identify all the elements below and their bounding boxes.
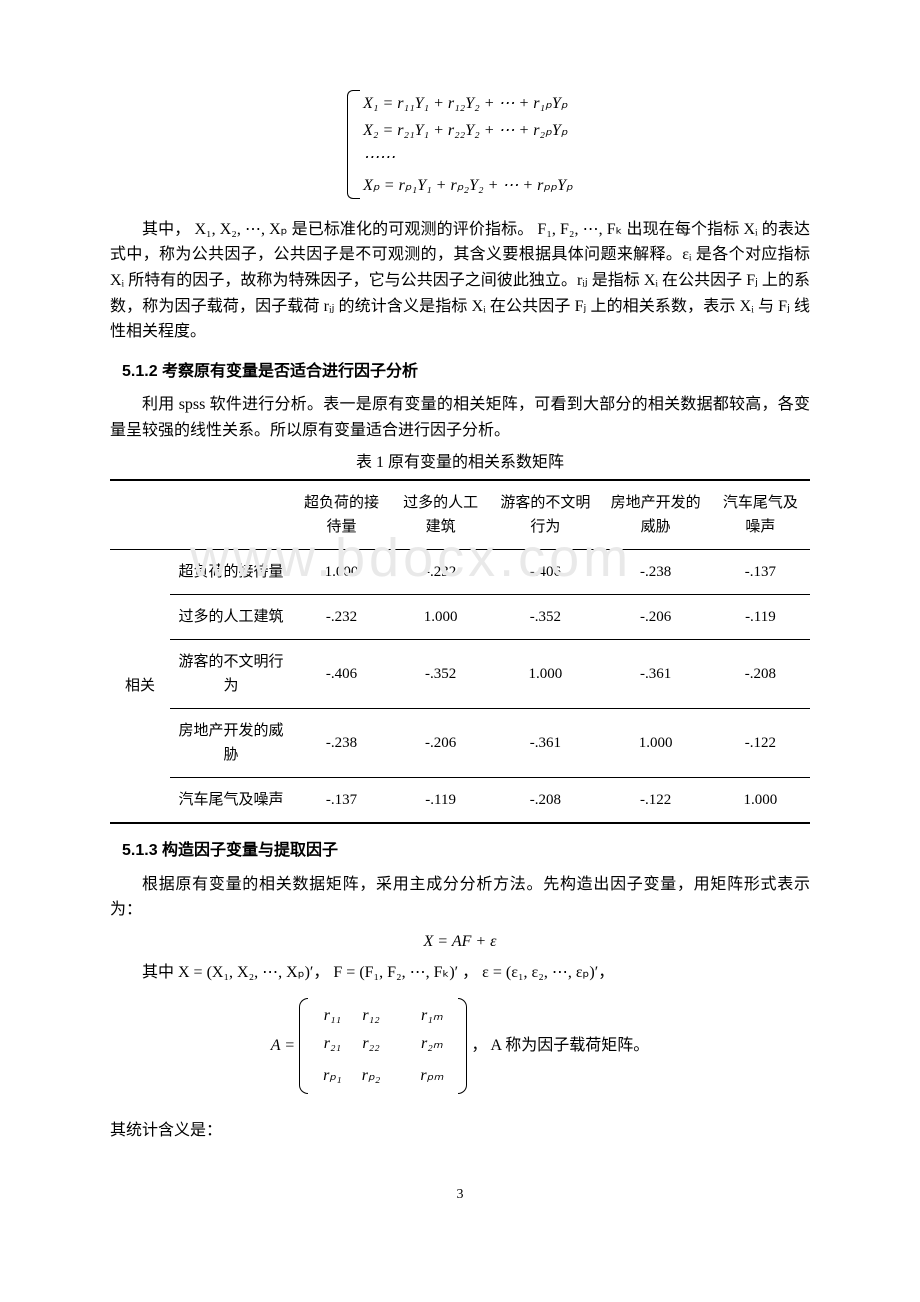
cell: -.119 [711,595,810,640]
th-blank-1 [110,480,170,550]
equation-system: X₁ = r₁₁Y₁ + r₁₂Y₂ + ⋯ + r₁ₚYₚ X₂ = r₂₁Y… [110,90,810,199]
cell: -.206 [391,709,490,778]
cell: 1.000 [490,640,600,709]
where-line: 其中 X = (X₁, X₂, ⋯, Xₚ)′， F = (F₁, F₂, ⋯,… [110,960,810,986]
table-container: www.bdocx.com 超负荷的接待量 过多的人工建筑 游客的不文明行为 房… [110,479,810,824]
section-heading-513: 5.1.3 构造因子变量与提取因子 [122,838,810,864]
th-col-5: 汽车尾气及噪声 [711,480,810,550]
m-cell: rₚ₂ [352,1062,391,1090]
table-row: 过多的人工建筑 -.232 1.000 -.352 -.206 -.119 [110,595,810,640]
matrix-A-label-left: A = [271,1037,295,1054]
cell: -.208 [490,778,600,824]
table-header-row: 超负荷的接待量 过多的人工建筑 游客的不文明行为 房地产开发的威胁 汽车尾气及噪… [110,480,810,550]
matrix-A-label-right: ， A 称为因子载荷矩阵。 [471,1037,649,1054]
m-cell: r₂₂ [352,1030,391,1058]
cell: -.122 [711,709,810,778]
m-cell: r₂₁ [313,1030,352,1058]
cell: -.119 [391,778,490,824]
section-heading-512: 5.1.2 考察原有变量是否适合进行因子分析 [122,359,810,385]
m-cell: r₁ₘ [410,1002,453,1030]
row-label-5: 汽车尾气及噪声 [170,778,292,824]
m-cell: rₚ₁ [313,1062,352,1090]
cell: 1.000 [601,709,711,778]
paragraph-1: 其中， X₁, X₂, ⋯, Xₚ 是已标准化的可观测的评价指标。 F₁, F₂… [110,217,810,345]
cell: 1.000 [391,595,490,640]
row-label-3: 游客的不文明行为 [170,640,292,709]
th-col-2: 过多的人工建筑 [391,480,490,550]
cell: -.232 [391,550,490,595]
cell: -.361 [601,640,711,709]
cell: 1.000 [292,550,391,595]
cell: -.232 [292,595,391,640]
brace-group: X₁ = r₁₁Y₁ + r₁₂Y₂ + ⋯ + r₁ₚYₚ X₂ = r₂₁Y… [347,90,573,199]
cell: -.406 [292,640,391,709]
eq-line-1: X₁ = r₁₁Y₁ + r₁₂Y₂ + ⋯ + r₁ₚYₚ [363,90,573,117]
eq-line-3: ⋯⋯ [363,144,573,171]
matrix-A: r₁₁ r₁₂ r₁ₘ r₂₁ r₂₂ r₂ₘ [299,998,467,1094]
m-cell: r₁₂ [352,1002,391,1030]
m-cell [390,1002,410,1030]
cell: -.406 [490,550,600,595]
m-cell: r₂ₘ [410,1030,453,1058]
eq-line-4: Xₚ = rₚ₁Y₁ + rₚ₂Y₂ + ⋯ + rₚₚYₚ [363,172,573,199]
cell: -.361 [490,709,600,778]
th-col-3: 游客的不文明行为 [490,480,600,550]
row-main-label: 相关 [110,550,170,824]
cell: -.238 [601,550,711,595]
row-label-1: 超负荷的接待量 [170,550,292,595]
matrix-equation: A = r₁₁ r₁₂ r₁ₘ r₂₁ r₂₂ r₂ₘ [110,998,810,1094]
table-caption: 表 1 原有变量的相关系数矩阵 [110,450,810,476]
th-blank-2 [170,480,292,550]
cell: -.352 [490,595,600,640]
correlation-table: 超负荷的接待量 过多的人工建筑 游客的不文明行为 房地产开发的威胁 汽车尾气及噪… [110,479,810,824]
equation-xaf: X = AF + ε [110,929,810,955]
paragraph-3: 根据原有变量的相关数据矩阵，采用主成分分析方法。先构造出因子变量，用矩阵形式表示… [110,872,810,923]
cell: -.137 [711,550,810,595]
cell: -.208 [711,640,810,709]
m-cell: rₚₘ [410,1062,453,1090]
page: X₁ = r₁₁Y₁ + r₁₂Y₂ + ⋯ + r₁ₚYₚ X₂ = r₂₁Y… [0,0,920,1246]
th-col-4: 房地产开发的威胁 [601,480,711,550]
cell: 1.000 [711,778,810,824]
table-row: 汽车尾气及噪声 -.137 -.119 -.208 -.122 1.000 [110,778,810,824]
m-cell [390,1030,410,1058]
m-cell: r₁₁ [313,1002,352,1030]
m-cell [390,1062,410,1090]
th-col-1: 超负荷的接待量 [292,480,391,550]
cell: -.238 [292,709,391,778]
table-row: 相关 超负荷的接待量 1.000 -.232 -.406 -.238 -.137 [110,550,810,595]
eq-line-2: X₂ = r₂₁Y₁ + r₂₂Y₂ + ⋯ + r₂ₚYₚ [363,117,573,144]
cell: -.352 [391,640,490,709]
cell: -.122 [601,778,711,824]
table-row: 房地产开发的威胁 -.238 -.206 -.361 1.000 -.122 [110,709,810,778]
content-wrap: X₁ = r₁₁Y₁ + r₁₂Y₂ + ⋯ + r₁ₚYₚ X₂ = r₂₁Y… [110,90,810,1206]
cell: -.137 [292,778,391,824]
cell: -.206 [601,595,711,640]
page-number: 3 [110,1184,810,1206]
paragraph-2: 利用 spss 软件进行分析。表一是原有变量的相关矩阵，可看到大部分的相关数据都… [110,392,810,443]
row-label-4: 房地产开发的威胁 [170,709,292,778]
paragraph-4: 其统计含义是： [110,1118,810,1144]
table-row: 游客的不文明行为 -.406 -.352 1.000 -.361 -.208 [110,640,810,709]
row-label-2: 过多的人工建筑 [170,595,292,640]
